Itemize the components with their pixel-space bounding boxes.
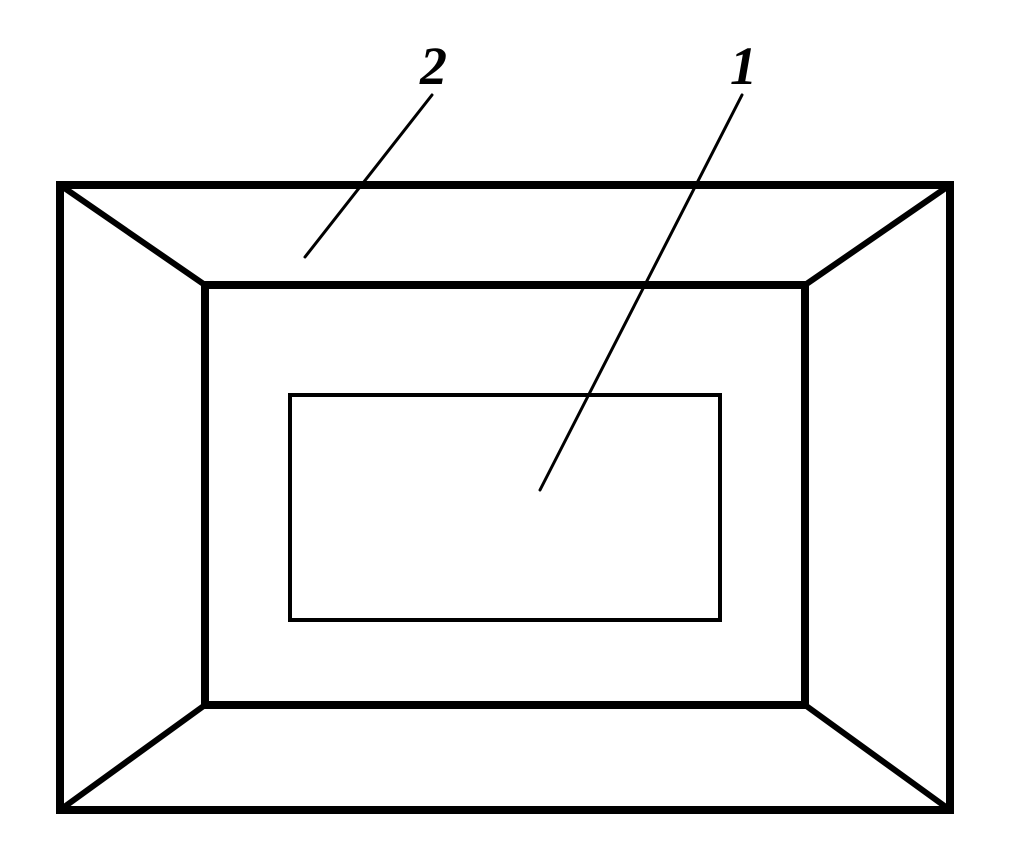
mid-rect: [205, 285, 805, 705]
corner-line-3: [60, 705, 205, 810]
label-1: 1: [730, 35, 757, 97]
diagram-svg: [0, 0, 1009, 859]
leader-line-label-1: [540, 95, 742, 490]
diagram-container: 21: [0, 0, 1009, 859]
corner-line-1: [805, 185, 950, 285]
inner-rect: [290, 395, 720, 620]
corner-line-0: [60, 185, 205, 285]
label-2: 2: [420, 35, 447, 97]
corner-line-2: [805, 705, 950, 810]
leader-line-label-2: [305, 95, 432, 257]
